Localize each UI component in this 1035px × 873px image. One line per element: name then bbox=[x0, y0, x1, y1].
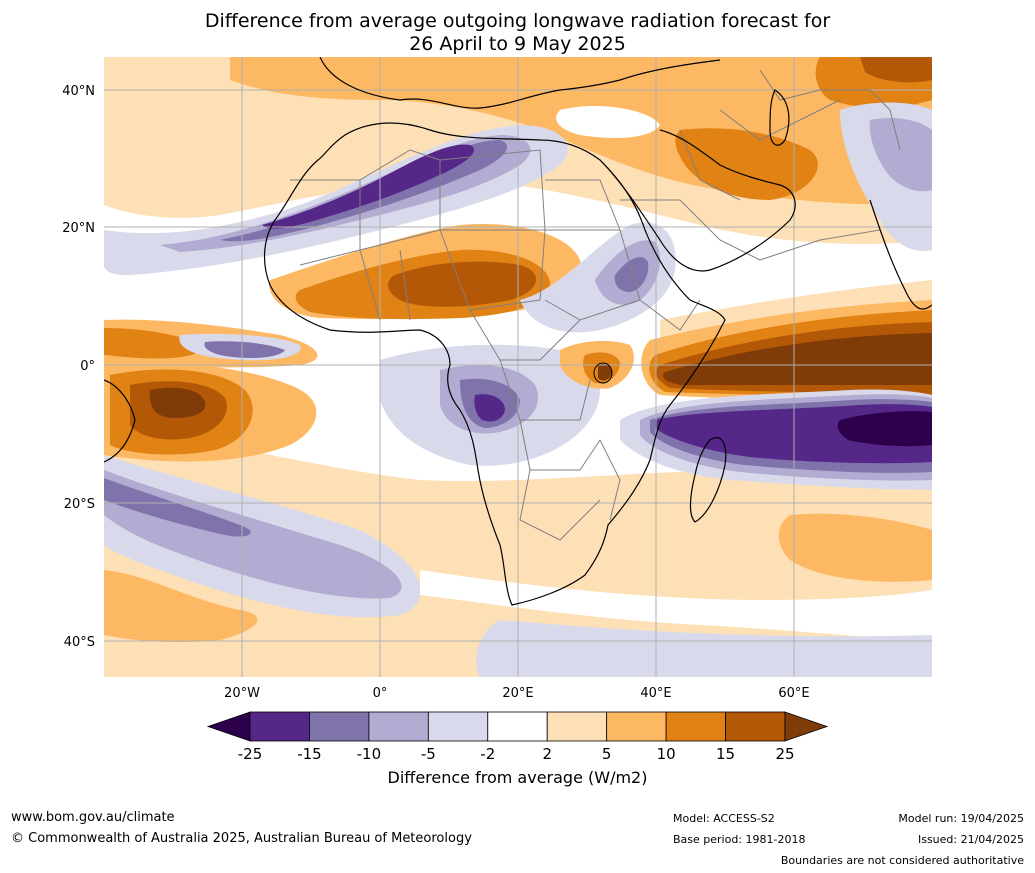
colorbar-cell bbox=[368, 711, 429, 742]
colorbar-tick-label: -25 bbox=[238, 745, 263, 763]
lon-tick-labels: 20°W 0° 20°E 40°E 60°E bbox=[224, 686, 810, 701]
footer-model: Model: ACCESS-S2 bbox=[673, 812, 775, 825]
anomaly-region-east-purple bbox=[869, 118, 932, 192]
colorbar-tick-label: -10 bbox=[357, 745, 382, 763]
footer-disclaimer: Boundaries are not considered authoritat… bbox=[780, 854, 1024, 867]
coastlines bbox=[104, 57, 932, 606]
lat-tick-label: 0° bbox=[80, 359, 95, 374]
colorbar-cells bbox=[206, 711, 829, 742]
anomaly-region-northeast-brown bbox=[860, 57, 932, 83]
arabia-coastline bbox=[599, 129, 796, 272]
colorbar-tick-label: 25 bbox=[775, 745, 794, 763]
anomaly-region-congo-deep-purple bbox=[474, 394, 505, 422]
anomaly-region-south-purple bbox=[104, 470, 402, 599]
colorbar-cell bbox=[606, 711, 667, 742]
lat-tick-label: 40°S bbox=[64, 635, 95, 650]
anomaly-region-south-lavender-2 bbox=[476, 620, 932, 677]
lat-tick-label: 20°N bbox=[62, 221, 95, 236]
anomaly-region-southeast-orange bbox=[778, 513, 932, 582]
anomaly-region-atlantic-deep-brown bbox=[149, 387, 206, 418]
anomaly-region-north-dark-orange bbox=[675, 128, 818, 200]
colorbar-cell bbox=[309, 711, 370, 742]
graticule bbox=[104, 57, 932, 677]
colorbar-cell bbox=[249, 711, 310, 742]
anomaly-region-gulf-purple bbox=[204, 341, 285, 358]
lat-tick-labels: 40°N 20°N 0° 20°S 40°S bbox=[62, 84, 95, 650]
anomaly-region-indian-deep-brown bbox=[663, 333, 932, 385]
colorbar-tick-label: 2 bbox=[542, 745, 552, 763]
anomaly-region-sahara-deep-purple bbox=[262, 144, 474, 229]
colorbar-tick-label: -2 bbox=[480, 745, 495, 763]
colorbar-label: Difference from average (W/m2) bbox=[387, 768, 648, 787]
footer-base-period: Base period: 1981-2018 bbox=[673, 833, 806, 846]
madagascar-coastline bbox=[689, 437, 727, 523]
anomaly-region-sudan-dark-purple bbox=[614, 257, 649, 292]
lon-tick-label: 60°E bbox=[778, 686, 809, 701]
anomaly-region-west-equatorial-dark-orange bbox=[104, 328, 201, 359]
anomaly-region-south-dark-purple bbox=[104, 478, 251, 537]
colorbar-tick-label: -5 bbox=[421, 745, 436, 763]
lake-victoria bbox=[593, 362, 613, 384]
colorbar-tick-label: 10 bbox=[657, 745, 676, 763]
anomaly-region-mediterranean-white bbox=[556, 105, 660, 138]
colorbar-cell bbox=[427, 711, 489, 742]
map-plot-area bbox=[104, 57, 932, 677]
footer-model-run: Model run: 19/04/2025 bbox=[898, 812, 1024, 825]
colorbar-extend-low bbox=[206, 711, 251, 742]
footer-website[interactable]: www.bom.gov.au/climate bbox=[11, 810, 175, 825]
map-title-line-1: Difference from average outgoing longwav… bbox=[204, 10, 831, 32]
map-title: Difference from average outgoing longwav… bbox=[0, 10, 1035, 56]
anomaly-region-indian-south-darkest bbox=[837, 411, 932, 447]
africa-coastline bbox=[263, 122, 726, 606]
footer-issued: Issued: 21/04/2025 bbox=[917, 833, 1024, 846]
lon-tick-label: 40°E bbox=[640, 686, 671, 701]
lon-tick-label: 20°W bbox=[224, 686, 260, 701]
lon-tick-label: 20°E bbox=[502, 686, 533, 701]
caspian-coastline bbox=[769, 89, 790, 146]
colorbar-cell bbox=[665, 711, 726, 742]
anomaly-region-south-white-band bbox=[420, 570, 932, 640]
footer-copyright: © Commonwealth of Australia 2025, Austra… bbox=[11, 831, 472, 846]
colorbar-tick-label: 15 bbox=[716, 745, 735, 763]
india-coastline bbox=[869, 199, 932, 310]
olr-anomaly-map: 40°N 20°N 0° 20°S 40°S 20°W 0° 20°E 40°E… bbox=[62, 57, 932, 701]
colorbar-cell bbox=[546, 711, 608, 742]
anomaly-region-sahel-brown bbox=[388, 261, 537, 307]
colorbar-cell bbox=[487, 711, 548, 742]
colorbar-cell bbox=[725, 711, 786, 742]
lat-tick-label: 20°S bbox=[64, 497, 95, 512]
colorbar-tick-label: 5 bbox=[602, 745, 612, 763]
colorbar-extend-high bbox=[784, 711, 829, 742]
anomaly-region-victoria-brown bbox=[598, 363, 612, 381]
country-boundaries bbox=[290, 69, 901, 541]
colorbar-tick-label: -15 bbox=[297, 745, 322, 763]
south-america-coastline bbox=[104, 379, 136, 463]
map-title-line-2: 26 April to 9 May 2025 bbox=[409, 33, 626, 55]
colorbar: -25 -15 -10 -5 -2 2 5 10 15 25 bbox=[206, 711, 829, 763]
europe-coastline bbox=[319, 57, 721, 109]
lat-tick-label: 40°N bbox=[62, 84, 95, 99]
colorbar-tick-labels: -25 -15 -10 -5 -2 2 5 10 15 25 bbox=[238, 745, 795, 763]
lon-tick-label: 0° bbox=[373, 686, 388, 701]
anomaly-region-southwest-orange bbox=[104, 570, 258, 643]
